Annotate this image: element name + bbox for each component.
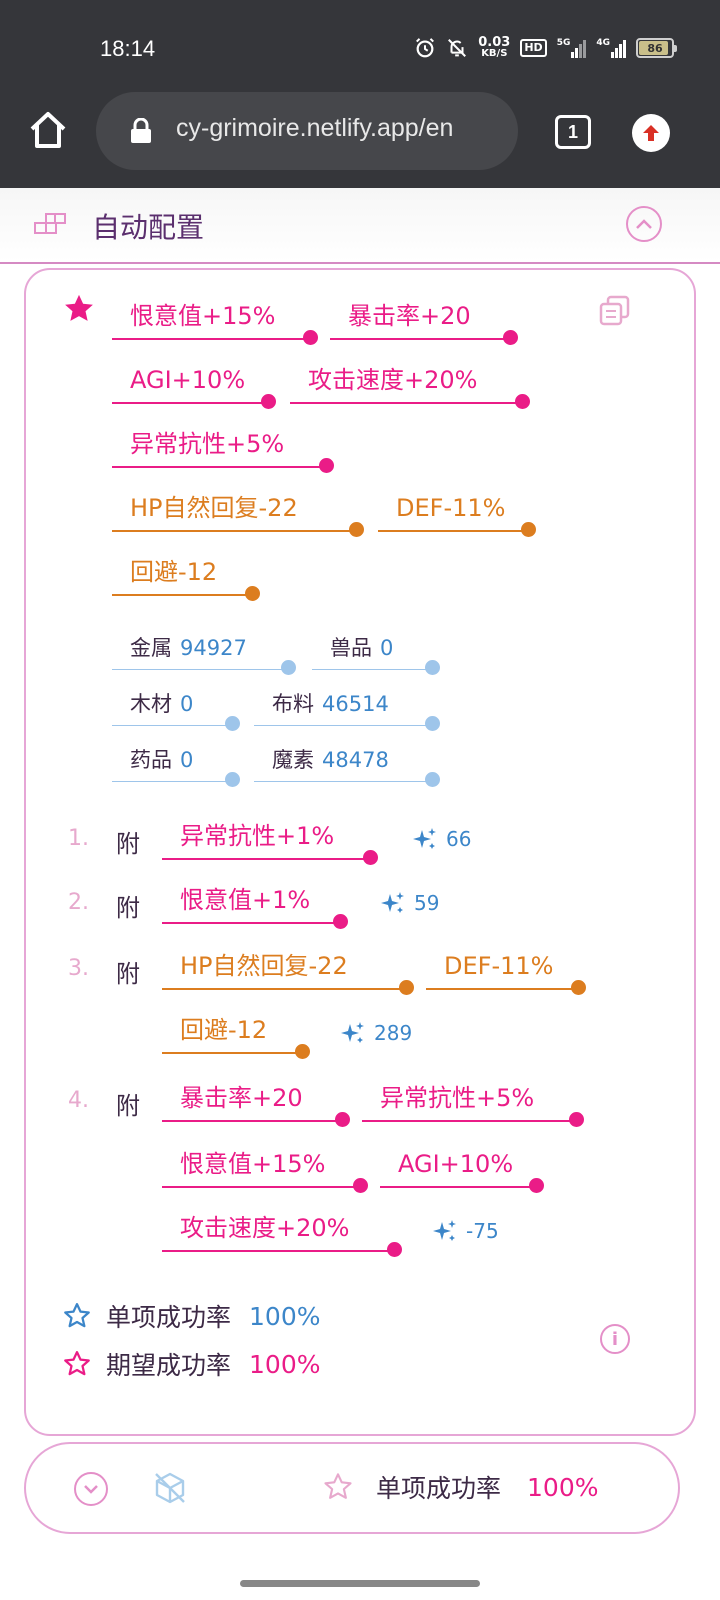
material-mana: 魔素 48478 bbox=[254, 742, 440, 787]
material-medicine: 药品 0 bbox=[112, 742, 240, 787]
step-action: 附 bbox=[116, 960, 140, 988]
target-stat-chip[interactable]: 暴击率+20 bbox=[330, 298, 518, 345]
status-time: 18:14 bbox=[100, 36, 156, 61]
cube-off-icon[interactable] bbox=[152, 1470, 188, 1506]
star-outline-icon bbox=[324, 1473, 352, 1499]
step-stat-chip[interactable]: 异常抗性+1% bbox=[162, 818, 378, 865]
step-potential: 59 bbox=[380, 890, 439, 916]
browser-chrome: 18:14 0.03 KB/S HD 5G 4G 86 cy-grimoire.n… bbox=[0, 0, 720, 188]
star-icon[interactable] bbox=[62, 292, 96, 326]
target-stat-chip[interactable]: 攻击速度+20% bbox=[290, 362, 530, 409]
update-icon[interactable] bbox=[632, 114, 670, 152]
sparkle-icon bbox=[433, 1220, 456, 1241]
step-stat-chip[interactable]: AGI+10% bbox=[380, 1146, 544, 1193]
battery-icon: 86 bbox=[636, 38, 677, 58]
grid-icon bbox=[34, 213, 66, 234]
target-stat-chip[interactable]: 恨意值+15% bbox=[112, 298, 318, 345]
material-wood: 木材 0 bbox=[112, 686, 240, 731]
sparkle-icon bbox=[341, 1022, 364, 1043]
target-stat-chip[interactable]: 异常抗性+5% bbox=[112, 426, 334, 473]
step-action: 附 bbox=[116, 894, 140, 922]
step-stat-chip[interactable]: 恨意值+1% bbox=[162, 882, 348, 929]
star-outline-icon bbox=[64, 1303, 90, 1328]
copy-icon[interactable] bbox=[598, 294, 632, 328]
material-metal: 金属 94927 bbox=[112, 630, 296, 675]
step-index: 2. bbox=[68, 890, 89, 915]
gesture-bar[interactable] bbox=[240, 1580, 480, 1587]
lock-icon bbox=[131, 118, 151, 143]
material-cloth: 布料 46514 bbox=[254, 686, 440, 731]
sparkle-icon bbox=[413, 828, 436, 849]
step-potential: 289 bbox=[340, 1020, 412, 1046]
status-icons: 0.03 KB/S HD 5G 4G 86 bbox=[414, 34, 677, 62]
signal-4g-icon: 4G bbox=[596, 38, 626, 58]
step-stat-chip[interactable]: 暴击率+20 bbox=[162, 1080, 350, 1127]
target-stat-chip[interactable]: DEF-11% bbox=[378, 490, 536, 537]
step-stat-chip[interactable]: 回避-12 bbox=[162, 1012, 310, 1059]
step-action: 附 bbox=[116, 1092, 140, 1120]
hd-badge: HD bbox=[520, 39, 547, 57]
step-index: 3. bbox=[68, 956, 89, 981]
config-card: 恨意值+15% 暴击率+20 AGI+10% 攻击速度+20% 异常抗性+5% … bbox=[24, 268, 696, 1436]
auto-config-header[interactable]: 自动配置 bbox=[0, 188, 720, 264]
expected-success-rate: 期望成功率 100% bbox=[62, 1346, 321, 1382]
step-stat-chip[interactable]: DEF-11% bbox=[426, 948, 586, 995]
sparkle-icon bbox=[381, 892, 404, 913]
bell-off-icon bbox=[448, 39, 467, 57]
home-icon[interactable] bbox=[26, 108, 70, 152]
target-stat-chip[interactable]: HP自然回复-22 bbox=[112, 490, 364, 537]
signal-5g-icon: 5G bbox=[557, 38, 587, 58]
step-potential: 66 bbox=[412, 826, 471, 852]
step-stat-chip[interactable]: 恨意值+15% bbox=[162, 1146, 368, 1193]
step-index: 4. bbox=[68, 1088, 89, 1113]
target-stat-chip[interactable]: AGI+10% bbox=[112, 362, 276, 409]
target-stat-chip[interactable]: 回避-12 bbox=[112, 554, 260, 601]
step-potential: -75 bbox=[432, 1218, 499, 1244]
bottom-success-rate: 单项成功率 100% bbox=[322, 1469, 599, 1505]
section-title: 自动配置 bbox=[92, 211, 205, 244]
url-text: cy-grimoire.netlify.app/en bbox=[176, 114, 454, 142]
info-icon[interactable]: i bbox=[600, 1324, 630, 1354]
net-speed: 0.03 KB/S bbox=[478, 35, 511, 59]
material-beast: 兽品 0 bbox=[312, 630, 440, 675]
step-stat-chip[interactable]: HP自然回复-22 bbox=[162, 948, 414, 995]
tabs-button[interactable]: 1 bbox=[555, 115, 591, 149]
star-outline-icon bbox=[64, 1351, 90, 1376]
step-stat-chip[interactable]: 攻击速度+20% bbox=[162, 1210, 402, 1257]
bottom-bar: 单项成功率 100% bbox=[24, 1442, 680, 1534]
step-index: 1. bbox=[68, 826, 89, 851]
step-action: 附 bbox=[116, 830, 140, 858]
single-success-rate: 单项成功率 100% bbox=[62, 1298, 321, 1334]
chevron-up-icon[interactable] bbox=[626, 206, 662, 242]
chevron-down-icon[interactable] bbox=[74, 1472, 108, 1506]
step-stat-chip[interactable]: 异常抗性+5% bbox=[362, 1080, 584, 1127]
address-bar[interactable]: cy-grimoire.netlify.app/en bbox=[96, 92, 518, 170]
alarm-icon bbox=[416, 38, 435, 58]
